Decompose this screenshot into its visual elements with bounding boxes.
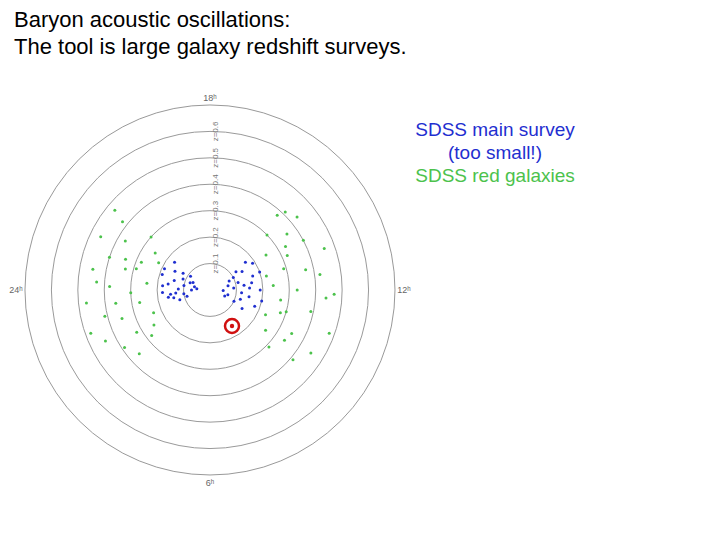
- svg-text:z=0.2: z=0.2: [211, 227, 220, 247]
- svg-text:18ʰ: 18ʰ: [203, 93, 217, 103]
- svg-text:z=0.5: z=0.5: [211, 147, 220, 167]
- svg-text:z=0.3: z=0.3: [211, 200, 220, 220]
- svg-text:24ʰ: 24ʰ: [9, 285, 23, 295]
- html-text:SDSS red galaxies: SDSS red galaxies: [415, 165, 575, 186]
- svg-text:z=0.1: z=0.1: [211, 253, 220, 273]
- svg-text:z=0.4: z=0.4: [211, 174, 220, 194]
- html-text:The tool is large galaxy redsh: The tool is large galaxy redshift survey…: [14, 34, 407, 59]
- html-text:(too small!): (too small!): [448, 142, 542, 163]
- html-text:SDSS main survey: SDSS main survey: [415, 119, 575, 140]
- svg-text:z=0.6: z=0.6: [211, 121, 220, 141]
- svg-text:12ʰ: 12ʰ: [397, 285, 411, 295]
- svg-text:6ʰ: 6ʰ: [206, 478, 215, 488]
- html-text:Baryon acoustic oscillations:: Baryon acoustic oscillations:: [14, 7, 291, 32]
